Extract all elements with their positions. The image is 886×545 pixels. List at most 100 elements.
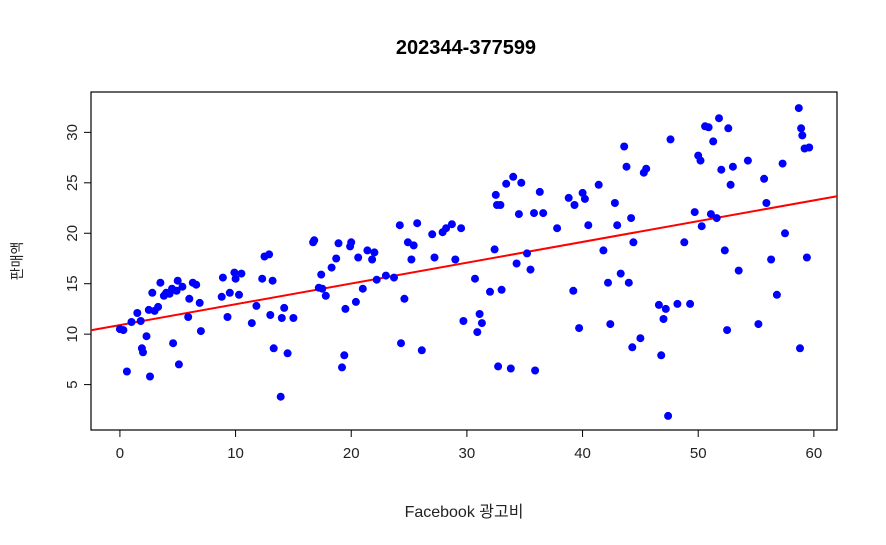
y-tick-label: 25 bbox=[64, 174, 81, 191]
data-point bbox=[430, 253, 439, 262]
data-point bbox=[706, 210, 715, 219]
data-point bbox=[230, 268, 239, 277]
data-point bbox=[266, 311, 275, 319]
data-point bbox=[321, 291, 330, 300]
data-point bbox=[523, 249, 531, 258]
data-point bbox=[370, 248, 379, 257]
data-point bbox=[512, 259, 521, 268]
x-tick-label: 30 bbox=[459, 445, 476, 462]
data-point bbox=[372, 275, 381, 284]
data-point bbox=[659, 315, 668, 323]
data-point bbox=[494, 362, 503, 371]
data-point bbox=[473, 328, 482, 337]
data-point bbox=[327, 263, 336, 272]
x-tick-label: 40 bbox=[574, 445, 591, 462]
x-tick-label: 60 bbox=[806, 445, 823, 462]
data-point bbox=[217, 292, 226, 301]
data-point bbox=[517, 178, 526, 187]
data-point bbox=[225, 288, 234, 297]
data-point bbox=[341, 304, 350, 313]
data-point bbox=[235, 290, 243, 299]
data-point bbox=[185, 294, 194, 303]
data-point bbox=[797, 124, 806, 133]
data-point bbox=[606, 320, 615, 329]
data-point bbox=[139, 348, 147, 357]
data-point bbox=[340, 351, 349, 360]
data-point bbox=[127, 318, 136, 326]
data-point bbox=[666, 135, 675, 144]
regression-line-layer bbox=[90, 195, 838, 332]
data-point bbox=[368, 255, 377, 264]
data-point bbox=[381, 271, 390, 280]
data-point bbox=[594, 180, 603, 189]
data-point bbox=[119, 326, 128, 335]
data-point bbox=[310, 236, 319, 245]
data-point bbox=[673, 299, 682, 308]
x-tick-label: 0 bbox=[116, 445, 124, 462]
data-point bbox=[584, 221, 593, 230]
data-point bbox=[720, 246, 729, 255]
x-tick-label: 10 bbox=[227, 445, 244, 462]
data-point bbox=[553, 224, 562, 233]
data-point bbox=[268, 276, 277, 285]
data-point bbox=[289, 314, 298, 322]
data-point bbox=[317, 270, 326, 279]
data-point bbox=[477, 319, 486, 328]
x-axis-label: Facebook 광고비 bbox=[405, 503, 524, 521]
data-point bbox=[351, 297, 360, 306]
data-point bbox=[526, 265, 535, 274]
data-point bbox=[654, 300, 663, 309]
data-point bbox=[697, 222, 706, 231]
plot-frame bbox=[90, 91, 838, 431]
data-point bbox=[575, 324, 584, 333]
data-point bbox=[169, 339, 178, 348]
data-point bbox=[664, 411, 673, 420]
data-point bbox=[767, 255, 776, 264]
data-point bbox=[142, 332, 151, 341]
data-point bbox=[680, 238, 689, 247]
data-point bbox=[798, 131, 807, 140]
data-point bbox=[805, 143, 814, 152]
data-point bbox=[712, 214, 721, 223]
data-point bbox=[277, 314, 286, 322]
data-point bbox=[397, 339, 405, 348]
data-point bbox=[184, 313, 193, 321]
data-point bbox=[400, 294, 409, 303]
data-point bbox=[506, 364, 515, 373]
data-point bbox=[704, 123, 713, 132]
data-point bbox=[696, 156, 705, 165]
data-point bbox=[502, 179, 511, 188]
data-point bbox=[778, 159, 787, 168]
y-axis: 5 10 15 20 25 30 bbox=[64, 124, 91, 389]
data-point bbox=[265, 250, 274, 259]
data-point bbox=[657, 351, 666, 360]
data-point bbox=[734, 266, 743, 275]
data-point bbox=[172, 286, 181, 295]
data-point bbox=[178, 282, 187, 291]
data-point bbox=[133, 309, 142, 317]
data-point bbox=[252, 301, 261, 310]
data-point bbox=[334, 239, 343, 248]
data-point bbox=[604, 278, 612, 287]
data-point bbox=[156, 278, 165, 287]
y-tick-label: 15 bbox=[64, 275, 81, 292]
data-point bbox=[802, 253, 811, 262]
data-point bbox=[661, 304, 670, 313]
data-point bbox=[509, 172, 518, 181]
data-point bbox=[471, 274, 479, 283]
data-point bbox=[496, 201, 505, 209]
data-point bbox=[490, 245, 499, 254]
chart-title: 202344-377599 bbox=[396, 37, 536, 59]
data-point bbox=[451, 255, 460, 264]
data-point bbox=[276, 392, 285, 401]
data-point bbox=[457, 224, 466, 233]
data-point bbox=[539, 209, 548, 218]
x-tick-label: 20 bbox=[343, 445, 360, 462]
data-point bbox=[569, 286, 578, 295]
data-point bbox=[413, 219, 422, 228]
data-point bbox=[338, 363, 346, 372]
data-point bbox=[390, 273, 398, 282]
data-point bbox=[530, 209, 538, 218]
data-point bbox=[610, 199, 619, 207]
data-point bbox=[578, 188, 587, 197]
